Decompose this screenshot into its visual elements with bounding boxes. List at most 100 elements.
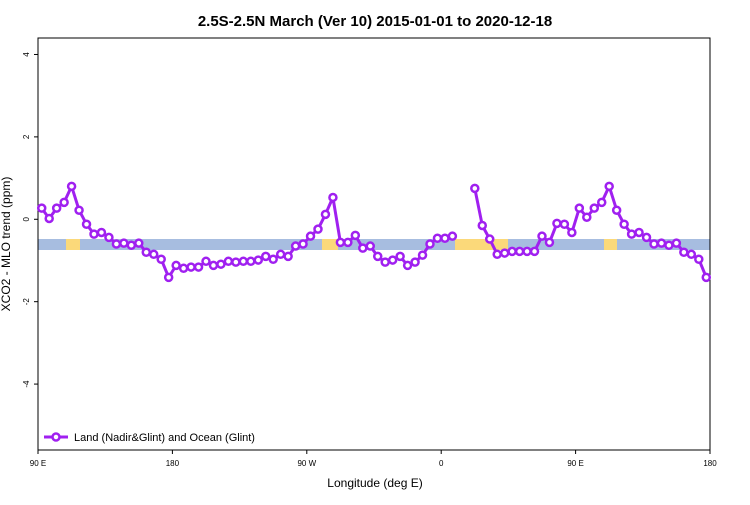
y-tick-label: -2 bbox=[22, 298, 31, 306]
data-point bbox=[81, 219, 92, 229]
legend-label: Land (Nadir&Glint) and Ocean (Glint) bbox=[74, 432, 255, 444]
data-point bbox=[649, 239, 659, 249]
data-point bbox=[111, 239, 122, 249]
data-point bbox=[134, 238, 144, 248]
x-tick-label: 90 E bbox=[30, 459, 46, 468]
data-point bbox=[283, 251, 293, 262]
land-band bbox=[322, 239, 338, 250]
data-point bbox=[268, 254, 278, 264]
y-axis-label: XCO2 - MLO trend (ppm) bbox=[0, 177, 13, 312]
data-point bbox=[365, 241, 376, 251]
data-point bbox=[522, 246, 532, 257]
data-point bbox=[343, 237, 353, 248]
data-point bbox=[51, 203, 62, 213]
data-point bbox=[305, 231, 316, 241]
x-tick-label: 180 bbox=[703, 459, 717, 468]
data-point bbox=[36, 203, 47, 213]
data-point bbox=[589, 203, 600, 213]
data-point bbox=[358, 243, 368, 253]
data-point bbox=[328, 192, 338, 203]
data-point bbox=[410, 257, 420, 267]
y-tick-label: 4 bbox=[22, 52, 31, 57]
data-point bbox=[619, 219, 629, 229]
data-point bbox=[44, 213, 54, 224]
data-point bbox=[163, 272, 174, 283]
x-tick-label: 180 bbox=[166, 459, 180, 468]
data-point bbox=[126, 240, 137, 250]
data-point bbox=[694, 254, 704, 264]
data-point bbox=[178, 263, 189, 274]
data-point bbox=[671, 238, 682, 248]
data-point bbox=[447, 231, 458, 241]
data-point bbox=[148, 249, 159, 260]
data-point bbox=[320, 209, 331, 220]
x-tick-label: 90 E bbox=[567, 459, 583, 468]
data-point bbox=[514, 246, 525, 257]
data-point bbox=[656, 238, 667, 248]
data-point bbox=[380, 257, 390, 267]
data-point bbox=[96, 227, 107, 238]
data-point bbox=[425, 239, 435, 249]
data-point bbox=[253, 255, 264, 265]
plot-frame bbox=[37, 37, 711, 451]
x-tick-label: 0 bbox=[439, 459, 444, 468]
data-point bbox=[335, 237, 346, 248]
x-tick-label: 90 W bbox=[297, 459, 316, 468]
data-point bbox=[402, 260, 413, 271]
data-point bbox=[567, 227, 577, 238]
chart-title: 2.5S-2.5N March (Ver 10) 2015-01-01 to 2… bbox=[198, 13, 552, 30]
data-point bbox=[582, 212, 592, 222]
data-point bbox=[507, 246, 517, 257]
data-point bbox=[641, 232, 652, 243]
y-tick-label: 0 bbox=[22, 217, 31, 222]
data-point bbox=[634, 227, 644, 238]
data-point bbox=[216, 259, 226, 269]
data-point bbox=[664, 240, 674, 250]
data-point bbox=[89, 229, 99, 239]
data-point bbox=[171, 260, 181, 271]
data-point bbox=[552, 218, 562, 229]
data-point bbox=[290, 241, 301, 251]
data-point bbox=[231, 257, 241, 267]
x-axis-label: Longitude (deg E) bbox=[327, 476, 422, 490]
data-point bbox=[260, 251, 271, 262]
data-point bbox=[417, 250, 428, 260]
data-point bbox=[223, 256, 234, 267]
data-point bbox=[246, 256, 256, 267]
data-point bbox=[387, 255, 398, 265]
data-point bbox=[701, 272, 712, 283]
data-point bbox=[193, 262, 204, 272]
data-point bbox=[432, 233, 443, 243]
data-point bbox=[596, 197, 607, 208]
data-point bbox=[186, 262, 196, 272]
data-point bbox=[208, 260, 219, 271]
data-point bbox=[350, 230, 361, 241]
data-point bbox=[104, 232, 114, 243]
data-point bbox=[492, 249, 502, 260]
data-point bbox=[477, 220, 488, 231]
data-point bbox=[537, 231, 547, 241]
data-point bbox=[440, 233, 450, 243]
data-point bbox=[544, 237, 555, 248]
data-point bbox=[484, 234, 495, 244]
data-point bbox=[499, 248, 510, 258]
data-point bbox=[119, 238, 129, 248]
data-point bbox=[298, 239, 308, 249]
data-point bbox=[313, 224, 323, 234]
data-point bbox=[611, 205, 622, 215]
data-point bbox=[686, 249, 697, 260]
y-tick-label: -4 bbox=[22, 380, 31, 388]
data-point bbox=[470, 183, 480, 194]
y-tick-label: 2 bbox=[22, 134, 31, 139]
land-band bbox=[604, 239, 617, 250]
data-point bbox=[238, 256, 249, 267]
land-band bbox=[455, 239, 508, 250]
data-point bbox=[372, 251, 383, 262]
data-point bbox=[156, 254, 166, 264]
series-line bbox=[40, 184, 708, 279]
data-point bbox=[66, 181, 77, 192]
data-point bbox=[141, 247, 152, 257]
data-point bbox=[74, 205, 84, 215]
data-point bbox=[626, 229, 637, 239]
